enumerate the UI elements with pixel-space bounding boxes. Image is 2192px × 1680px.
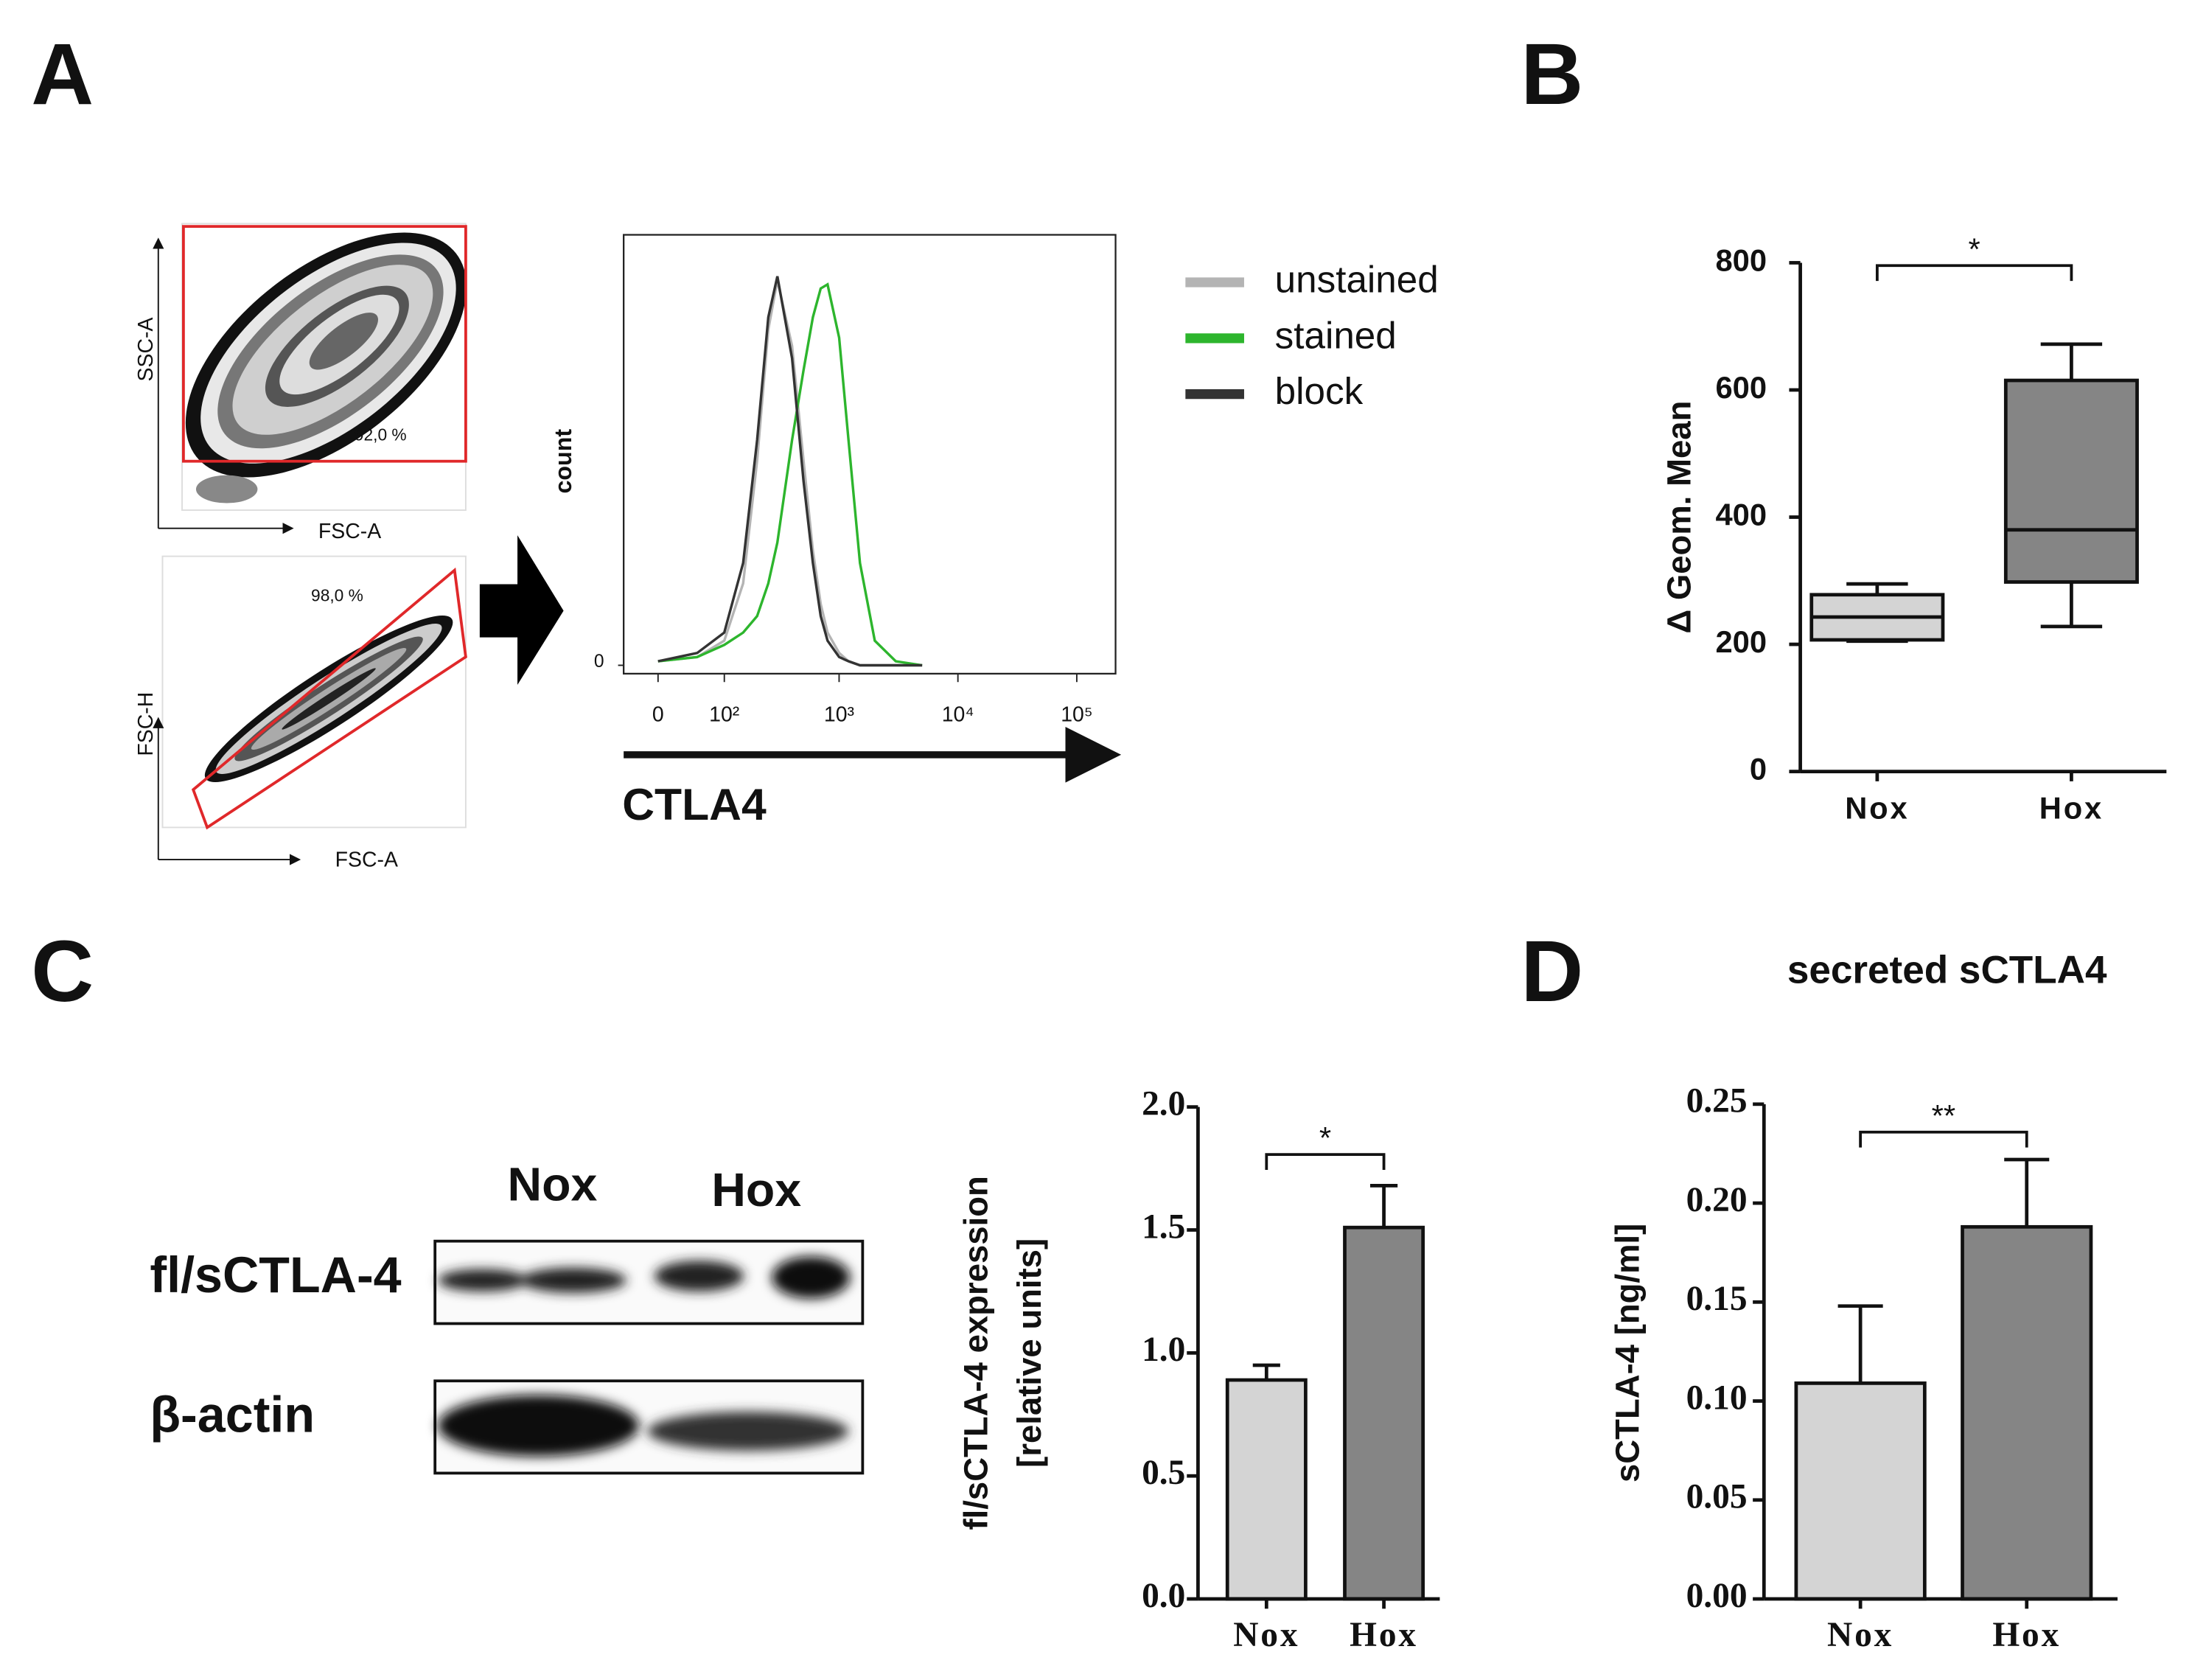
y-tick-label: 400	[1715, 498, 1767, 532]
y-tick-label: 0.15	[1686, 1280, 1748, 1318]
y-axis-label: sCTLA-4 [ng/ml]	[1608, 1224, 1646, 1482]
charts: 0 0 10² 10³ 10⁴ 10⁵ unstained stained block count…	[550, 231, 2167, 1654]
x-tick-label: Hox	[1350, 1616, 1418, 1654]
bar	[1961, 1224, 2093, 1601]
gating-plot: FSC-H FSC-A 98,0 %	[134, 555, 467, 871]
gate	[191, 567, 467, 830]
legend-label: unstained	[1275, 259, 1439, 301]
box	[2003, 378, 2139, 584]
y-tick-label: 0.00	[1686, 1577, 1748, 1615]
lane-label: Hox	[711, 1163, 801, 1216]
x-axis-label: CTLA4	[622, 779, 767, 829]
panel-label: B	[1521, 26, 1583, 122]
y-axis-label: [relative units]	[1011, 1238, 1048, 1468]
significance-bracket	[1859, 1130, 2028, 1148]
x-tick-label: 10⁵	[1061, 703, 1092, 726]
y-tick-label: 0.20	[1686, 1181, 1748, 1219]
bar	[1343, 1225, 1425, 1601]
contour	[204, 616, 453, 782]
band	[437, 1395, 849, 1457]
significance-label: **	[1932, 1098, 1955, 1133]
significance-label: *	[1969, 231, 1980, 266]
x-tick-label: 10³	[824, 703, 854, 726]
y-tick-label: 0.5	[1142, 1454, 1185, 1492]
y-tick-label: 0.05	[1686, 1478, 1748, 1516]
panel-label: D	[1521, 923, 1583, 1019]
y-axis-label: count	[550, 429, 576, 494]
gate-label: 98,0 %	[311, 586, 363, 605]
bar	[1794, 1381, 1927, 1601]
western-blot: Nox Hox fl/sCTLA-4 β-actin	[150, 1158, 865, 1475]
band	[437, 1256, 851, 1299]
plot-frame	[161, 555, 467, 829]
x-tick-label: Nox	[1233, 1616, 1299, 1654]
y-tick-label: 1.0	[1142, 1331, 1185, 1369]
significance-bracket	[1875, 264, 2073, 282]
bar	[1225, 1378, 1308, 1601]
axis-label: SSC-A	[134, 318, 158, 382]
x-tick-label: 10²	[709, 703, 739, 726]
y-axis-label: Δ Geom. Mean	[1660, 401, 1697, 634]
row-label: fl/sCTLA-4	[150, 1247, 401, 1303]
gate-label: 92,0 %	[355, 425, 407, 445]
plot-frame	[623, 234, 1117, 675]
axis-label: FSC-H	[134, 692, 158, 756]
histogram-line	[657, 276, 923, 667]
significance-label: *	[1319, 1120, 1331, 1155]
axis-label: FSC-A	[335, 848, 398, 871]
arrow	[479, 535, 564, 686]
axis-label: FSC-A	[318, 520, 381, 543]
chart-title: secreted sCTLA4	[1787, 949, 2107, 992]
y-tick-label: 200	[1715, 624, 1767, 659]
panel-label: C	[31, 923, 94, 1019]
histogram-line	[657, 282, 923, 667]
y-tick-label: 800	[1715, 243, 1767, 277]
legend-label: block	[1275, 370, 1364, 412]
y-tick-label: 1.5	[1142, 1207, 1185, 1246]
x-tick-label: Hox	[1992, 1616, 2061, 1654]
y-tick-label: 0.25	[1686, 1082, 1748, 1120]
y-tick-label: 2.0	[1142, 1085, 1185, 1123]
x-tick-label: Hox	[2039, 791, 2104, 826]
panel-label: A	[31, 26, 94, 122]
y-axis-label: fl/sCTLA-4 expression	[957, 1176, 995, 1530]
y-tick-label: 0	[594, 652, 604, 672]
y-tick-label: 0.0	[1142, 1577, 1185, 1615]
significance-bracket	[1265, 1153, 1386, 1170]
gating-plot: SSC-A FSC-A 92,0 %	[134, 223, 467, 543]
x-tick-label: 10⁴	[942, 703, 974, 726]
contour	[185, 232, 467, 478]
row-label: β-actin	[150, 1387, 315, 1443]
y-tick-label: 0.10	[1686, 1378, 1748, 1417]
histogram-line	[657, 279, 923, 667]
gate	[182, 225, 467, 463]
x-tick-label: Nox	[1827, 1616, 1893, 1654]
lane-label: Nox	[508, 1158, 598, 1211]
y-tick-label: 600	[1715, 370, 1767, 405]
x-tick-label: Nox	[1845, 791, 1909, 826]
contour	[195, 475, 258, 503]
legend-label: stained	[1275, 314, 1397, 356]
x-tick-label: 0	[652, 703, 664, 726]
y-tick-label: 0	[1750, 752, 1767, 787]
